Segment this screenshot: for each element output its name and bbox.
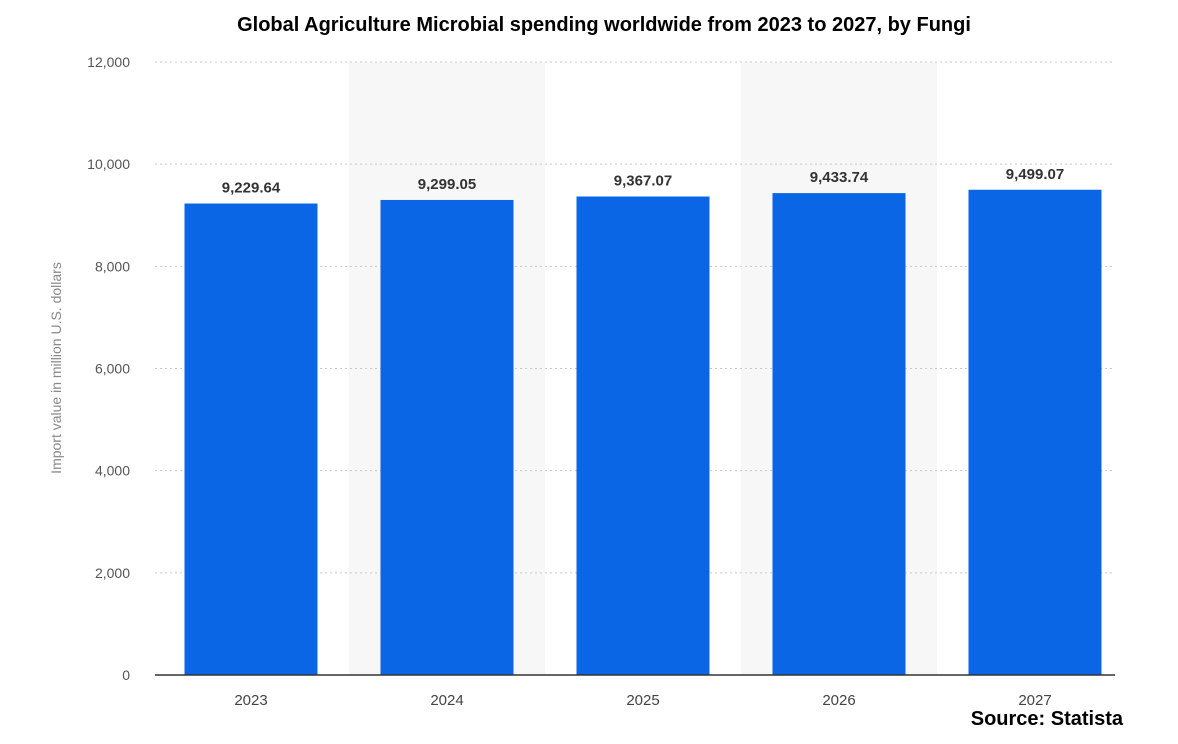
y-tick-label: 2,000	[95, 565, 130, 581]
y-tick-label: 12,000	[87, 54, 130, 70]
data-label-2025: 9,367.07	[614, 172, 672, 189]
x-tick-label: 2025	[626, 692, 659, 709]
x-tick-label: 2024	[430, 692, 463, 709]
data-label-2024: 9,299.05	[418, 176, 476, 193]
y-tick-label: 10,000	[87, 156, 130, 172]
y-tick-label: 8,000	[95, 258, 130, 274]
y-tick-label: 6,000	[95, 361, 130, 377]
data-labels: 9,229.64 9,299.05 9,367.07 9,433.74 9,499.07	[222, 166, 1064, 197]
bar-2026	[772, 193, 906, 675]
x-tick-label: 2027	[1018, 692, 1051, 709]
bar-2025	[576, 196, 710, 675]
chart-title: Global Agriculture Microbial spending wo…	[237, 14, 971, 36]
bar-2023	[184, 203, 318, 675]
bar-2024	[380, 199, 514, 676]
x-tick-label: 2026	[822, 692, 855, 709]
y-axis-ticks: 0 2,000 4,000 6,000 8,000 10,000 12,000	[87, 54, 130, 683]
y-tick-label: 4,000	[95, 463, 130, 479]
x-axis-ticks: 2023 2024 2025 2026 2027	[234, 692, 1051, 709]
x-tick-label: 2023	[234, 692, 267, 709]
data-label-2023: 9,229.64	[222, 180, 281, 197]
source-note: Source: Statista	[970, 708, 1123, 730]
y-axis-label: Import value in million U.S. dollars	[48, 262, 64, 474]
y-tick-label: 0	[122, 667, 130, 683]
data-label-2026: 9,433.74	[810, 169, 869, 186]
bars	[184, 189, 1102, 676]
data-label-2027: 9,499.07	[1006, 166, 1064, 183]
bar-2027	[968, 189, 1102, 675]
